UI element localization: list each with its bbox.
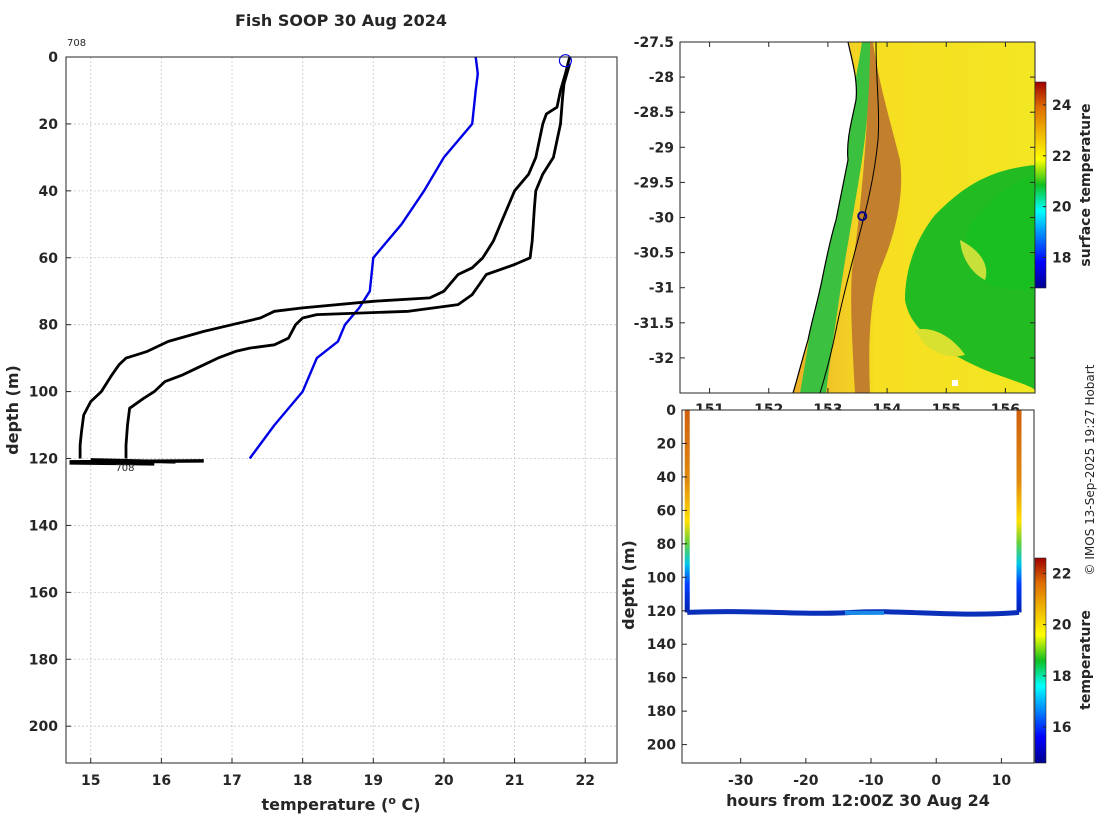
temperature-colorbar-label: temperature [1078,610,1094,710]
mixing-patch [960,240,987,280]
y-tick-label: 180 [29,652,58,668]
profile-cast-trace [1016,410,1022,613]
surface-marker-circle [558,54,573,68]
x-label-unit: C) [396,795,421,814]
depth-time-x-axis-label: hours from 12:00Z 30 Aug 24 [726,791,990,810]
y-tick-label: 200 [29,719,58,735]
bottom-contact-trace [69,458,204,466]
depth-time-y-axis-label: depth (m) [619,540,638,630]
lat-tick-label: -28.5 [634,105,674,121]
series-line-upcast [124,63,572,459]
depth-tick-label: 80 [657,537,677,553]
profile-axes-frame [65,56,618,764]
profile-x-ticks: 15 16 17 18 19 20 21 22 [81,758,595,789]
sst-map-panel: -27.5 -28 -28.5 -29 -29.5 -30 -30.5 -31 -31.5 -32… [634,35,1094,418]
profile-y-ticks: 0 20 40 60 80 100 120 140 160 180 200 [29,50,71,735]
lat-tick-label: -27.5 [634,35,674,51]
depth-tick-label: 0 [666,403,676,419]
vessel-position-marker [857,211,868,222]
coastline [792,42,857,393]
y-tick-label: 20 [39,117,59,133]
depth-time-axes-frame [681,409,1035,764]
temperature-colorbar [1034,557,1047,764]
x-tick-label: 17 [222,773,241,789]
depth-tick-label: 100 [647,570,676,586]
bottom-station-label: 708 [115,463,134,474]
time-tick-label: -10 [858,773,884,789]
profile-y-axis-label: depth (m) [3,365,22,455]
temperature-colorbar-tick-label: 22 [1052,566,1071,582]
lat-tick-label: -28 [649,70,674,86]
sst-colorbar-ticks: 18 20 22 24 [1043,98,1072,266]
lat-tick-label: -29.5 [634,175,674,191]
temperature-colorbar-tick-label: 18 [1052,669,1071,685]
depth-time-plot-area [682,410,1034,763]
depth-tick-label: 40 [657,470,677,486]
mixing-patch-south [915,329,965,357]
profile-plot-area [66,57,617,763]
shelf-isobath [819,42,880,393]
sst-colorbar-label: surface temperature [1078,103,1094,266]
depth-tick-label: 20 [657,436,677,452]
time-tick-label: 0 [931,773,941,789]
x-label-superscript: o [388,794,396,807]
depth-tick-label: 200 [647,738,676,754]
temperature-colorbar-tick-label: 16 [1052,720,1071,736]
depth-tick-label: 140 [647,637,676,653]
cloud-pixel [952,380,958,386]
x-tick-label: 21 [505,773,524,789]
depth-time-traces [684,410,1022,617]
depth-time-panel: -30 -20 -10 0 10020406080100120140160180200 … [619,403,1094,810]
time-tick-label: 10 [992,773,1012,789]
station-label: 708 [67,38,86,49]
profile-cast-trace [684,410,690,613]
series-line-climatology [248,56,479,460]
x-tick-label: 18 [293,773,312,789]
lat-tick-label: -30.5 [634,246,674,262]
x-tick-label: 20 [434,773,454,789]
lat-tick-label: -31.5 [634,316,674,332]
sst-colorbar-tick-label: 24 [1052,98,1072,114]
y-tick-label: 120 [29,452,58,468]
y-tick-label: 0 [48,50,58,66]
lat-tick-label: -31 [649,281,674,297]
x-tick-label: 19 [364,773,383,789]
profile-series: 708 [69,54,573,474]
x-tick-label: 22 [575,773,594,789]
lat-tick-label: -32 [649,351,674,367]
lat-tick-label: -29 [649,140,674,156]
y-tick-label: 60 [39,251,59,267]
y-tick-label: 160 [29,585,58,601]
depth-tick-label: 120 [647,604,676,620]
lat-tick-label: -30 [649,211,675,227]
profile-panel: Fish SOOP 30 Aug 2024 708 708 15 16 17 18 19… [3,11,618,814]
land-mask [680,42,857,393]
x-tick-label: 16 [152,773,171,789]
y-tick-label: 80 [39,318,59,334]
series-line-downcast [78,56,572,459]
depth-tick-label: 60 [657,503,677,519]
sst-colorbar [1034,81,1047,289]
time-tick-label: -20 [793,773,819,789]
sst-colorbar-tick-label: 22 [1052,149,1071,165]
y-tick-label: 40 [39,184,59,200]
sst-colorbar-tick-label: 18 [1052,250,1071,266]
profile-x-axis-label: temperature (o C) [261,794,420,814]
temperature-colorbar-ticks: 16 18 20 22 [1043,566,1072,736]
temperature-colorbar-tick-label: 20 [1052,618,1072,634]
x-label-main: temperature ( [261,795,388,814]
depth-tick-label: 180 [647,704,676,720]
time-tick-label: -30 [728,773,754,789]
sst-colorbar-tick-label: 20 [1052,200,1072,216]
depth-tick-label: 160 [647,671,676,687]
x-tick-label: 15 [81,773,100,789]
credit-text: © IMOS 13-Sep-2025 19:27 Hobart [1083,364,1097,575]
east-australian-current-core [851,42,902,393]
y-tick-label: 100 [29,385,58,401]
profile-grid [66,56,617,763]
chart-title: Fish SOOP 30 Aug 2024 [235,11,447,30]
y-tick-label: 140 [29,518,58,534]
